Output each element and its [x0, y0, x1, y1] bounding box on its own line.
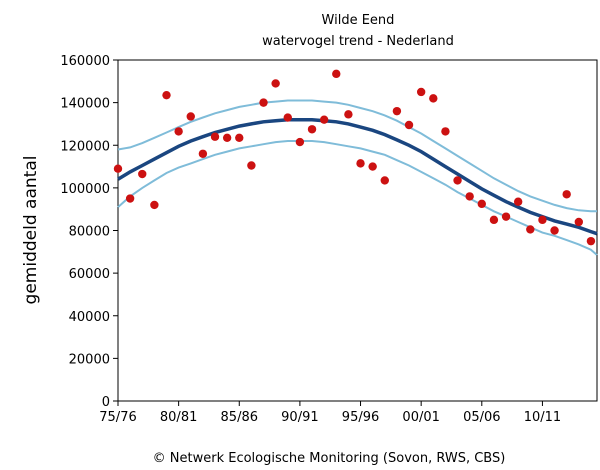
- data-point: [259, 98, 268, 107]
- series-layer: [113, 69, 598, 256]
- data-point: [186, 112, 195, 121]
- data-point: [453, 176, 462, 185]
- y-tick-label: 60000: [69, 267, 110, 282]
- plot-frame: [117, 59, 598, 402]
- data-point: [550, 226, 559, 235]
- upper-band-line: [117, 99, 597, 213]
- data-point: [332, 69, 341, 79]
- data-point: [526, 225, 535, 234]
- data-point: [489, 215, 499, 225]
- data-point: [368, 162, 377, 171]
- x-tick-label: 95/96: [342, 410, 379, 425]
- data-point: [513, 197, 523, 206]
- y-tick-label: 100000: [60, 182, 110, 197]
- data-point: [198, 149, 208, 158]
- y-axis-label: gemiddeld aantal: [21, 156, 41, 305]
- y-tick-label: 40000: [69, 310, 110, 325]
- data-point: [271, 79, 280, 88]
- x-tick-label: 90/91: [281, 410, 318, 425]
- data-point: [586, 236, 596, 246]
- y-tick-label: 120000: [60, 139, 110, 154]
- data-point: [392, 106, 402, 116]
- x-tick-label: 80/81: [160, 410, 197, 425]
- y-tick-label: 160000: [60, 54, 110, 69]
- data-point: [404, 120, 414, 130]
- data-point: [138, 169, 147, 179]
- data-point: [538, 215, 547, 225]
- data-point: [295, 137, 305, 147]
- data-point: [162, 90, 171, 100]
- data-point: [562, 190, 571, 199]
- y-tick-label: 20000: [69, 352, 110, 367]
- data-point: [113, 164, 123, 173]
- x-tick-label: 75/76: [99, 410, 136, 425]
- data-point: [429, 94, 438, 103]
- x-tick-label: 85/86: [221, 410, 258, 425]
- data-point: [319, 115, 329, 124]
- y-axis-ticks: 0 20000 40000 60000 80000 100000 120000 140000 1…: [60, 54, 118, 410]
- data-point: [150, 200, 159, 210]
- chart-credit: © Netwerk Ecologische Monitoring (Sovon,…: [153, 451, 506, 466]
- data-point: [380, 176, 389, 185]
- y-tick-label: 0: [102, 395, 110, 410]
- data-point: [125, 194, 135, 203]
- x-tick-label: 05/06: [463, 410, 500, 425]
- x-tick-label: 00/01: [402, 410, 439, 425]
- data-point: [283, 113, 292, 122]
- x-axis-ticks: 75/76 80/81 85/86 90/91 95/96 00/01 05/06 10/11: [99, 401, 561, 425]
- x-tick-label: 10/11: [524, 410, 561, 425]
- y-tick-label: 140000: [60, 97, 110, 112]
- data-point: [210, 132, 220, 141]
- data-point: [307, 125, 317, 134]
- trend-line: [117, 117, 598, 236]
- data-point: [222, 133, 232, 142]
- data-point: [477, 199, 486, 209]
- data-point: [174, 127, 183, 136]
- data-point: [416, 87, 426, 97]
- data-point: [574, 217, 584, 227]
- data-point: [356, 159, 365, 168]
- data-point: [344, 110, 353, 119]
- data-point: [501, 212, 511, 221]
- data-point: [441, 127, 450, 136]
- plot-border: [117, 59, 598, 402]
- lower-band-line: [117, 140, 598, 256]
- chart-subtitle: watervogel trend - Nederland: [262, 34, 454, 49]
- data-point: [465, 192, 474, 201]
- data-point: [235, 133, 244, 142]
- y-tick-label: 80000: [69, 225, 110, 240]
- chart-title: Wilde Eend: [322, 13, 395, 28]
- data-point: [247, 161, 256, 170]
